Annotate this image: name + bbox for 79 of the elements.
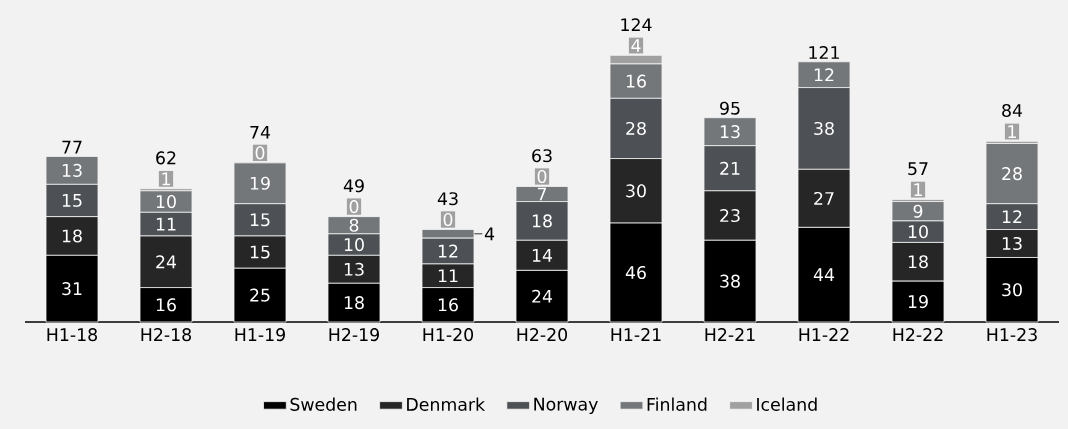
data-label: 38: [814, 121, 834, 136]
data-label: 0: [443, 212, 453, 227]
total-label: 43: [437, 192, 458, 206]
data-label: 1: [1008, 125, 1016, 138]
data-label: 23: [720, 209, 740, 223]
x-tick-label: H2-21: [705, 328, 755, 341]
data-label: 46: [625, 265, 646, 280]
data-label: 16: [438, 298, 458, 312]
data-label: 30: [1002, 283, 1022, 297]
x-tick-label: H1-21: [611, 328, 661, 341]
x-tick-label: H2-18: [141, 328, 192, 342]
data-label: 10: [344, 238, 364, 252]
data-label: 13: [720, 125, 740, 139]
data-label: 44: [813, 268, 835, 282]
total-label: 77: [62, 140, 82, 154]
data-label: 25: [250, 288, 270, 302]
data-label: 19: [908, 295, 928, 309]
x-tick-label: H2-20: [517, 328, 568, 342]
data-label: 15: [250, 245, 270, 259]
data-label: 13: [1002, 236, 1022, 251]
data-label: 12: [438, 244, 458, 258]
total-label: 63: [532, 149, 552, 163]
data-label: 28: [1002, 167, 1022, 181]
legend-label: Denmark: [407, 397, 486, 411]
data-label: 15: [250, 213, 270, 227]
data-label: 11: [156, 217, 176, 231]
total-label: 74: [250, 125, 271, 139]
data-label: 24: [156, 255, 177, 269]
data-label: 13: [344, 262, 364, 276]
data-label: 24: [532, 289, 553, 303]
data-label: 10: [908, 225, 928, 239]
data-label: 16: [156, 298, 176, 312]
data-label: 11: [438, 269, 458, 283]
total-label: 121: [809, 45, 839, 59]
data-label: 9: [913, 204, 923, 218]
total-label: 124: [621, 18, 652, 32]
legend-label: Sweden: [290, 397, 357, 411]
data-label: 14: [532, 249, 553, 262]
total-label: 49: [343, 179, 364, 193]
data-label: 4: [484, 227, 495, 241]
data-label: 18: [532, 214, 552, 228]
data-label: 28: [626, 121, 646, 136]
x-tick-label: H1-20: [423, 328, 474, 342]
total-label: 95: [720, 101, 740, 115]
data-label: 7: [537, 187, 547, 201]
total-label: 57: [908, 162, 928, 176]
x-tick-label: H1-19: [235, 328, 285, 342]
data-label: 27: [814, 191, 834, 205]
data-label: 31: [62, 282, 82, 296]
data-label: 21: [720, 161, 740, 175]
data-label: 0: [255, 146, 265, 160]
data-label: 8: [349, 218, 359, 232]
data-label: 18: [908, 255, 928, 269]
x-tick-label: H1-18: [47, 328, 97, 342]
data-label: 13: [62, 163, 82, 177]
x-tick-label: H1-22: [799, 328, 849, 341]
data-label: 0: [349, 200, 359, 214]
data-label: 0: [537, 169, 547, 184]
data-label: 1: [162, 172, 170, 186]
x-tick-label: H2-22: [893, 328, 943, 341]
data-label: 12: [814, 68, 834, 82]
data-label: 4: [631, 39, 641, 52]
legend-label: Norway: [534, 397, 598, 415]
total-label: 62: [156, 151, 176, 165]
data-label: 19: [250, 176, 270, 190]
data-label: 18: [62, 229, 82, 243]
data-label: 30: [626, 184, 646, 198]
x-tick-label: H2-19: [329, 328, 379, 342]
data-label: 18: [344, 296, 364, 310]
x-tick-label: H1-23: [987, 328, 1037, 342]
data-label: 15: [62, 194, 82, 207]
data-label: 1: [914, 183, 922, 196]
data-label: 12: [1002, 210, 1022, 224]
legend-label: Iceland: [757, 397, 817, 411]
data-label: 38: [720, 274, 740, 288]
data-label: 10: [156, 195, 176, 209]
data-label: 16: [626, 74, 646, 88]
legend-label: Finland: [647, 397, 707, 411]
total-label: 84: [1002, 103, 1023, 118]
